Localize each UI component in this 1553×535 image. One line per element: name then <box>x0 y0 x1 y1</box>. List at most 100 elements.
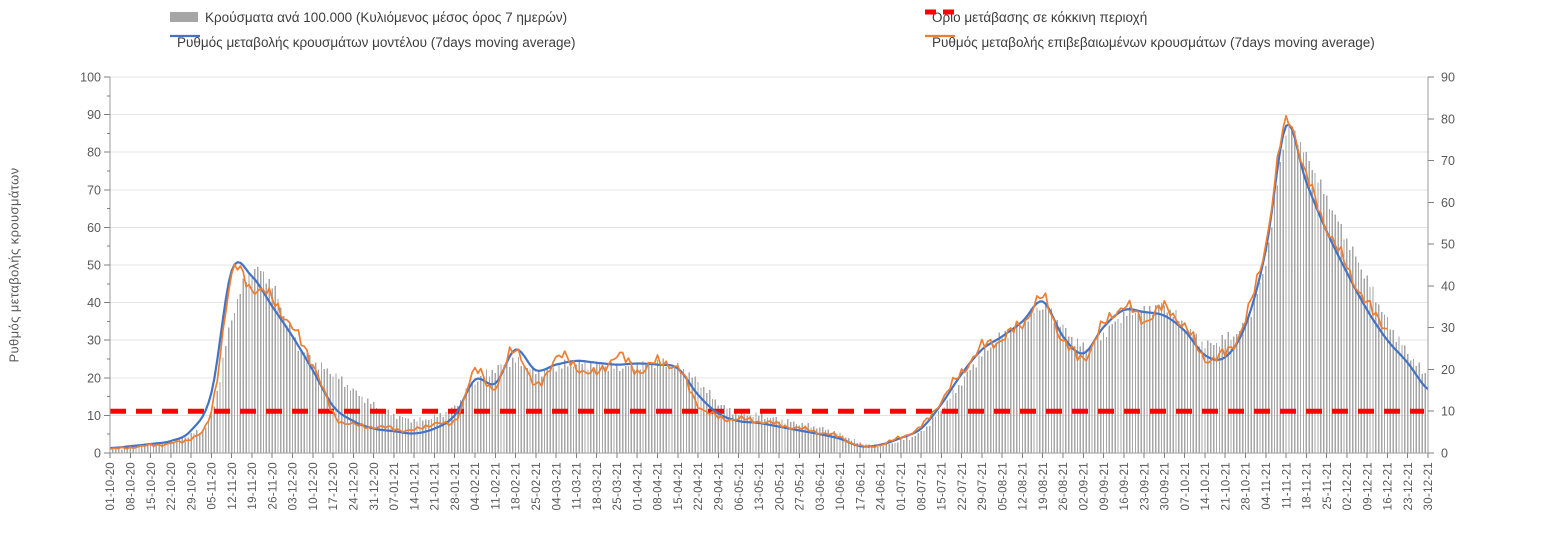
svg-text:01-10-20: 01-10-20 <box>105 462 117 510</box>
svg-text:09-09-21: 09-09-21 <box>1099 462 1111 510</box>
svg-text:90: 90 <box>87 108 101 122</box>
svg-text:70: 70 <box>1441 154 1455 168</box>
svg-text:08-04-21: 08-04-21 <box>653 462 665 510</box>
svg-text:20: 20 <box>87 371 101 385</box>
svg-text:10-06-21: 10-06-21 <box>835 462 847 510</box>
svg-text:21-10-21: 21-10-21 <box>1220 462 1232 510</box>
right-y-axis-labels: 0 10 20 30 40 50 60 70 80 90 <box>1428 71 1455 461</box>
svg-text:07-01-21: 07-01-21 <box>389 462 401 510</box>
svg-text:23-09-21: 23-09-21 <box>1139 462 1151 510</box>
svg-text:30: 30 <box>1441 321 1455 335</box>
svg-text:28-10-21: 28-10-21 <box>1241 462 1253 510</box>
svg-text:03-12-20: 03-12-20 <box>288 462 300 510</box>
svg-text:18-11-21: 18-11-21 <box>1302 462 1314 510</box>
svg-text:15-07-21: 15-07-21 <box>937 462 949 510</box>
x-axis-labels: 01-10-20 08-10-20 15-10-20 22-10-20 29-10-20… <box>105 453 1435 510</box>
svg-text:25-02-21: 25-02-21 <box>531 462 543 510</box>
svg-text:40: 40 <box>1441 279 1455 293</box>
svg-text:07-10-21: 07-10-21 <box>1180 462 1192 510</box>
svg-text:08-10-20: 08-10-20 <box>125 462 137 510</box>
svg-text:22-07-21: 22-07-21 <box>957 462 969 510</box>
legend-item-model-line: Ρυθμός μεταβολής κρουσμάτων μοντέλου (7d… <box>170 33 576 51</box>
svg-text:19-11-20: 19-11-20 <box>247 462 259 510</box>
svg-text:21-01-21: 21-01-21 <box>430 462 442 510</box>
svg-text:30-12-21: 30-12-21 <box>1423 462 1435 510</box>
svg-text:50: 50 <box>1441 238 1455 252</box>
svg-text:20: 20 <box>1441 363 1455 377</box>
legend-label-cases-bars: Κρούσματα ανά 100.000 (Κυλιόμενος μέσος … <box>205 9 568 25</box>
svg-text:23-12-21: 23-12-21 <box>1403 462 1415 510</box>
svg-text:11-11-21: 11-11-21 <box>1281 462 1293 509</box>
svg-text:26-08-21: 26-08-21 <box>1058 462 1070 510</box>
svg-text:18-03-21: 18-03-21 <box>592 462 604 510</box>
svg-text:50: 50 <box>87 259 101 273</box>
svg-text:10-12-20: 10-12-20 <box>308 462 320 510</box>
svg-text:15-04-21: 15-04-21 <box>673 462 685 510</box>
svg-text:10: 10 <box>1441 405 1455 419</box>
svg-text:13-05-21: 13-05-21 <box>754 462 766 510</box>
svg-text:24-12-20: 24-12-20 <box>349 462 361 510</box>
svg-text:25-11-21: 25-11-21 <box>1322 462 1334 510</box>
svg-text:15-10-20: 15-10-20 <box>146 462 158 510</box>
svg-text:20-05-21: 20-05-21 <box>774 462 786 510</box>
svg-text:04-02-21: 04-02-21 <box>470 462 482 510</box>
bar-swatch-icon <box>170 12 198 22</box>
legend-item-cases-bars: Κρούσματα ανά 100.000 (Κυλιόμενος μέσος … <box>170 8 567 26</box>
svg-text:10: 10 <box>87 409 101 423</box>
model-line-series <box>109 123 1429 450</box>
svg-text:25-03-21: 25-03-21 <box>612 462 624 510</box>
svg-text:80: 80 <box>87 146 101 160</box>
left-y-axis-labels: 0 10 20 30 40 50 60 70 80 90 100 <box>80 71 110 461</box>
svg-text:31-12-20: 31-12-20 <box>369 462 381 510</box>
grid-lines <box>110 76 1428 416</box>
svg-text:04-11-21: 04-11-21 <box>1261 462 1273 510</box>
svg-text:0: 0 <box>94 447 101 461</box>
svg-text:11-03-21: 11-03-21 <box>572 462 584 510</box>
svg-text:09-12-21: 09-12-21 <box>1362 462 1374 510</box>
svg-text:22-04-21: 22-04-21 <box>693 462 705 510</box>
svg-text:22-10-20: 22-10-20 <box>166 462 178 510</box>
svg-text:40: 40 <box>87 296 101 310</box>
svg-text:17-12-20: 17-12-20 <box>328 462 340 510</box>
svg-text:29-10-20: 29-10-20 <box>186 462 198 510</box>
svg-text:04-03-21: 04-03-21 <box>551 462 563 510</box>
svg-text:03-06-21: 03-06-21 <box>815 462 827 510</box>
svg-text:01-04-21: 01-04-21 <box>632 462 644 510</box>
svg-text:02-12-21: 02-12-21 <box>1342 462 1354 510</box>
svg-text:02-09-21: 02-09-21 <box>1078 462 1090 510</box>
svg-text:05-08-21: 05-08-21 <box>997 462 1009 510</box>
svg-text:100: 100 <box>80 71 101 85</box>
bars-series <box>109 126 1429 453</box>
svg-text:08-07-21: 08-07-21 <box>916 462 928 510</box>
svg-text:18-02-21: 18-02-21 <box>511 462 523 510</box>
svg-text:0: 0 <box>1441 447 1448 461</box>
svg-text:19-08-21: 19-08-21 <box>1038 462 1050 510</box>
legend-label-confirmed-line: Ρυθμός μεταβολής επιβεβαιωμένων κρουσμάτ… <box>932 34 1375 50</box>
svg-text:29-07-21: 29-07-21 <box>977 462 989 510</box>
svg-text:90: 90 <box>1441 71 1455 85</box>
svg-text:14-10-21: 14-10-21 <box>1200 462 1212 510</box>
legend-label-threshold: Όριο μετάβασης σε κόκκινη περιοχή <box>932 9 1148 25</box>
svg-text:12-08-21: 12-08-21 <box>1018 462 1030 510</box>
legend-item-confirmed-line: Ρυθμός μεταβολής επιβεβαιωμένων κρουσμάτ… <box>925 33 1375 51</box>
svg-text:11-02-21: 11-02-21 <box>490 462 502 510</box>
svg-text:30-09-21: 30-09-21 <box>1160 462 1172 510</box>
svg-text:26-11-20: 26-11-20 <box>267 462 279 510</box>
svg-text:70: 70 <box>87 183 101 197</box>
confirmed-line-series <box>109 114 1388 451</box>
svg-text:16-12-21: 16-12-21 <box>1383 462 1395 510</box>
svg-text:05-11-20: 05-11-20 <box>207 462 219 510</box>
svg-text:12-11-20: 12-11-20 <box>227 462 239 510</box>
svg-text:29-04-21: 29-04-21 <box>714 462 726 510</box>
svg-text:30: 30 <box>87 334 101 348</box>
svg-text:60: 60 <box>87 221 101 235</box>
svg-text:06-05-21: 06-05-21 <box>734 462 746 510</box>
svg-text:60: 60 <box>1441 196 1455 210</box>
legend-item-threshold: Όριο μετάβασης σε κόκκινη περιοχή <box>925 8 1147 26</box>
svg-text:80: 80 <box>1441 112 1455 126</box>
svg-text:24-06-21: 24-06-21 <box>876 462 888 510</box>
svg-text:28-01-21: 28-01-21 <box>450 462 462 510</box>
svg-text:17-06-21: 17-06-21 <box>855 462 867 510</box>
